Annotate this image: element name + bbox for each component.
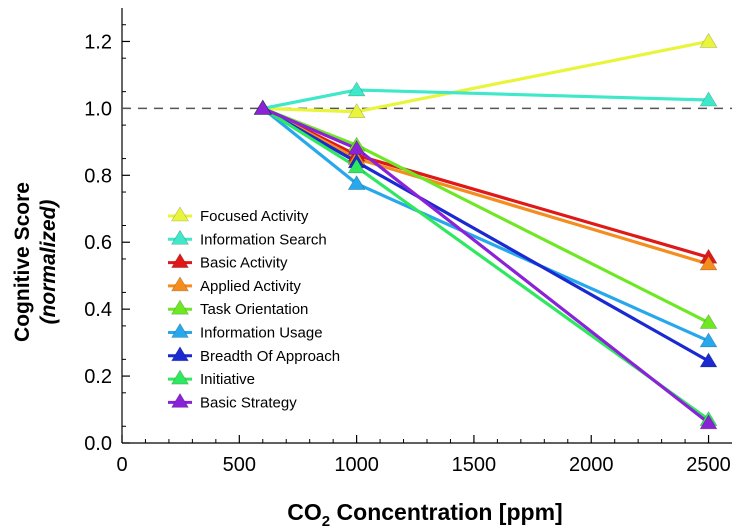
- series-line: [262, 39, 709, 114]
- data-point-marker: [347, 158, 366, 174]
- y-tick-label: 1.2: [84, 31, 112, 53]
- legend-label: Focused Activity: [200, 208, 309, 225]
- legend-swatch-marker: [171, 253, 189, 268]
- x-tick-label: 0: [116, 454, 127, 476]
- series-lines: [261, 39, 710, 425]
- legend-label: Information Search: [200, 231, 327, 248]
- series-line: [262, 106, 710, 425]
- data-point-marker: [347, 103, 366, 119]
- legend-label: Information Usage: [200, 325, 323, 342]
- y-tick-label: 0.8: [84, 165, 112, 187]
- data-point-marker: [699, 352, 718, 368]
- legend-label: Basic Strategy: [200, 394, 297, 411]
- x-tick-label: 2500: [686, 454, 731, 476]
- legend-label: Applied Activity: [200, 278, 301, 295]
- y-axis-label: Cognitive Score (normalized): [11, 182, 60, 342]
- x-tick-label: 1500: [452, 454, 497, 476]
- legend-label: Basic Activity: [200, 255, 288, 272]
- y-axis-label-line1: Cognitive Score: [11, 182, 34, 342]
- legend-swatch-marker: [171, 229, 189, 245]
- data-point-marker: [347, 81, 366, 97]
- data-point-marker: [699, 414, 718, 430]
- axes: 0.0 0.2 0.4 0.6 0.8 1.0 1.2 0 500 1000 1500 2000 250…: [84, 8, 732, 476]
- series-markers: [253, 32, 718, 430]
- data-point-marker: [699, 332, 718, 348]
- legend-swatch-marker: [171, 392, 189, 408]
- x-axis-label: CO2 Concentration [ppm]: [287, 499, 562, 530]
- y-tick-label: 0.6: [84, 232, 112, 254]
- legend-swatch-marker: [171, 299, 189, 315]
- series-line: [261, 106, 710, 363]
- x-tick-label: 2000: [569, 454, 614, 476]
- data-point-marker: [347, 175, 366, 190]
- legend-label: Task Orientation: [200, 301, 308, 318]
- legend-label: Initiative: [200, 371, 255, 388]
- series-line: [261, 107, 710, 421]
- legend-swatch-marker: [171, 206, 189, 222]
- legend-swatch-marker: [171, 276, 189, 292]
- legend: Focused Activity Information Search Basic …: [168, 206, 340, 411]
- legend-label: Breadth Of Approach: [200, 348, 340, 365]
- y-tick-label: 0.4: [84, 299, 112, 321]
- data-point-marker: [699, 255, 718, 271]
- y-tick-label: 1.0: [84, 98, 112, 120]
- y-axis-label-line2: (normalized): [37, 200, 60, 325]
- data-point-marker: [699, 313, 718, 329]
- series-line: [262, 88, 709, 110]
- legend-swatch-marker: [171, 369, 189, 385]
- x-tick-label: 1000: [334, 454, 379, 476]
- y-tick-label: 0.0: [84, 433, 112, 455]
- legend-swatch-marker: [171, 322, 189, 338]
- data-point-marker: [699, 32, 718, 48]
- legend-swatch-marker: [171, 346, 189, 362]
- data-point-marker: [347, 139, 366, 155]
- data-point-marker: [699, 91, 718, 107]
- data-point-marker: [253, 99, 272, 115]
- x-tick-label: 500: [223, 454, 256, 476]
- y-tick-label: 0.2: [84, 366, 112, 388]
